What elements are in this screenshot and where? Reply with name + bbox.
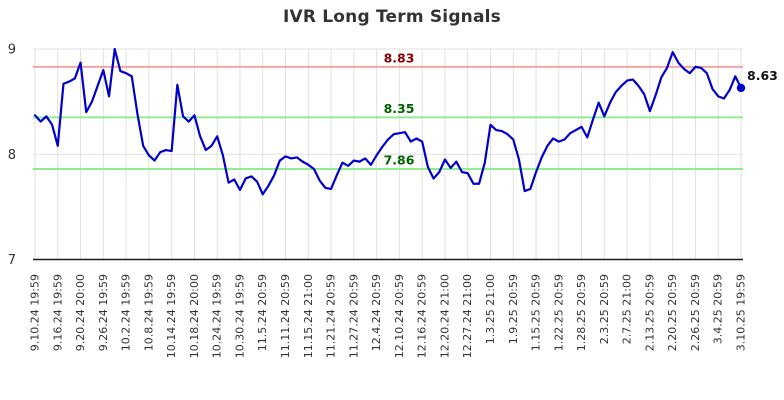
- x-tick-label: 3.4.25 20:59: [712, 274, 725, 344]
- x-tick-label: 2.7.25 21:00: [621, 274, 634, 344]
- reference-line-label: 7.86: [384, 152, 415, 167]
- x-tick-label: 11.21.24 20:59: [325, 274, 338, 358]
- x-tick-label: 10.14.24 19:59: [165, 274, 178, 358]
- x-tick-label: 9.20.24 20:00: [74, 274, 87, 351]
- y-tick-label: 8: [8, 148, 16, 163]
- x-tick-label: 10.24.24 19:59: [211, 274, 224, 358]
- chart-title: IVR Long Term Signals: [282, 7, 502, 27]
- last-value-label: 8.63: [747, 68, 778, 83]
- x-tick-label: 1.9.25 20:59: [507, 274, 520, 344]
- reference-line-label: 8.83: [384, 50, 415, 65]
- x-tick-label: 11.5.24 20:59: [256, 274, 269, 351]
- signal-line: [33, 47, 743, 196]
- x-tick-label: 12.20.24 21:00: [438, 274, 451, 358]
- x-tick-label: 11.27.24 20:59: [347, 274, 360, 358]
- x-tick-label: 12.16.24 20:59: [416, 274, 429, 358]
- x-tick-label: 2.26.25 20:59: [689, 274, 702, 351]
- x-tick-label: 1.15.25 20:59: [530, 274, 543, 351]
- x-tick-label: 10.18.24 20:00: [188, 274, 201, 358]
- x-tick-label: 12.4.24 20:59: [370, 274, 383, 351]
- x-tick-label: 2.3.25 20:59: [598, 274, 611, 344]
- y-tick-label: 7: [8, 253, 16, 268]
- x-tick-label: 9.10.24 19:59: [29, 274, 42, 351]
- x-tick-label: 1.28.25 20:59: [575, 274, 588, 351]
- x-tick-label: 10.30.24 19:59: [233, 274, 246, 358]
- x-tick-label: 2.13.25 20:59: [643, 274, 656, 351]
- x-tick-label: 10.8.24 19:59: [142, 274, 155, 351]
- x-tick-label: 1.22.25 20:59: [552, 274, 565, 351]
- x-tick-label: 10.2.24 19:59: [120, 274, 133, 351]
- x-tick-label: 11.15.24 21:00: [302, 274, 315, 358]
- x-tick-label: 9.26.24 19:59: [97, 274, 110, 351]
- x-tick-label: 12.10.24 20:59: [393, 274, 406, 358]
- x-tick-label: 1.3.25 21:00: [484, 274, 497, 344]
- x-tick-label: 3.10.25 19:59: [735, 274, 748, 351]
- x-tick-label: 9.16.24 19:59: [51, 274, 64, 351]
- x-tick-label: 12.27.24 21:00: [461, 274, 474, 358]
- x-tick-label: 2.20.25 20:59: [666, 274, 679, 351]
- reference-line-label: 8.35: [384, 101, 415, 116]
- x-tick-label: 11.11.24 20:59: [279, 274, 292, 358]
- last-point-marker: [736, 83, 746, 93]
- y-tick-label: 9: [8, 43, 16, 58]
